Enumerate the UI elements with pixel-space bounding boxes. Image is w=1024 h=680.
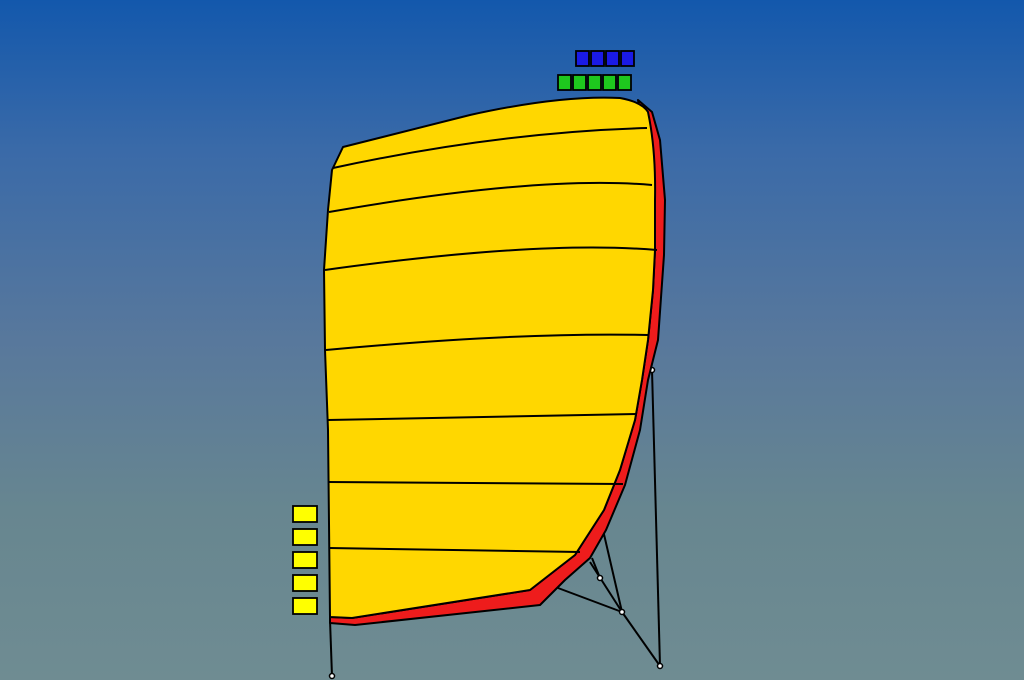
yellow-marker-2[interactable] (292, 528, 318, 546)
yellow-marker-5[interactable] (292, 597, 318, 615)
marker-row-second (557, 74, 632, 91)
blue-marker-3[interactable] (605, 50, 620, 67)
marker-column-left (292, 505, 318, 615)
seam-1 (332, 127, 648, 169)
rigging-lines (329, 369, 661, 677)
seam-2 (328, 181, 653, 213)
sheet-line-5 (589, 561, 623, 613)
green-marker-1[interactable] (557, 74, 572, 91)
node-sheet-junction[interactable] (618, 608, 626, 616)
seam-6 (327, 481, 624, 485)
node-clew-anchor[interactable] (656, 662, 664, 670)
green-marker-5[interactable] (617, 74, 632, 91)
seam-5 (327, 413, 637, 421)
sheet-line-3 (557, 587, 623, 613)
mast-base-line (329, 619, 333, 677)
green-marker-4[interactable] (602, 74, 617, 91)
blue-marker-4[interactable] (620, 50, 635, 67)
blue-marker-1[interactable] (575, 50, 590, 67)
marker-row-top (575, 50, 635, 67)
yellow-marker-4[interactable] (292, 574, 318, 592)
sail-seams (324, 127, 658, 553)
sheet-line-1 (602, 529, 623, 613)
seam-3 (324, 246, 658, 271)
green-marker-3[interactable] (587, 74, 602, 91)
yellow-marker-1[interactable] (292, 505, 318, 523)
node-sheet-lower[interactable] (596, 574, 604, 582)
sheet-line-4 (621, 611, 661, 667)
seam-4 (325, 333, 649, 351)
leech-line (651, 369, 661, 667)
green-marker-2[interactable] (572, 74, 587, 91)
yellow-marker-3[interactable] (292, 551, 318, 569)
rigging-nodes (328, 366, 664, 680)
sail-body[interactable] (323, 96, 657, 619)
blue-marker-2[interactable] (590, 50, 605, 67)
node-mast-base[interactable] (328, 672, 336, 680)
seam-7 (328, 547, 581, 553)
